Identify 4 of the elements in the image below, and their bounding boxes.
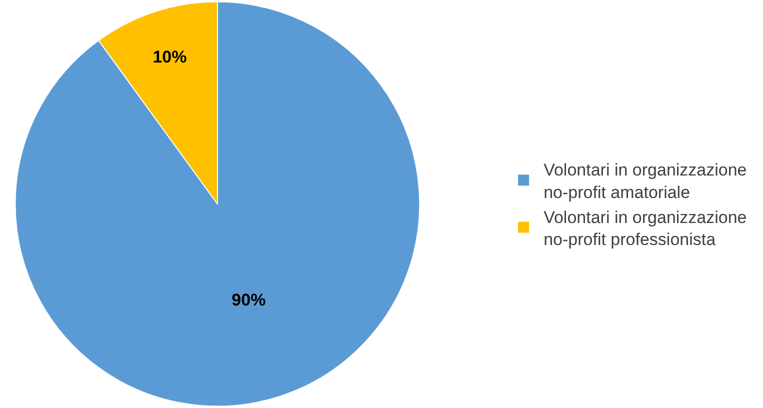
data-label: 10% [152,48,187,67]
legend-label: Volontari in organizzazione no-profit amatoriale [544,160,747,202]
data-label: 90% [232,290,266,310]
legend-label: Volontari in organizzazione no-profit professionista [544,208,747,249]
